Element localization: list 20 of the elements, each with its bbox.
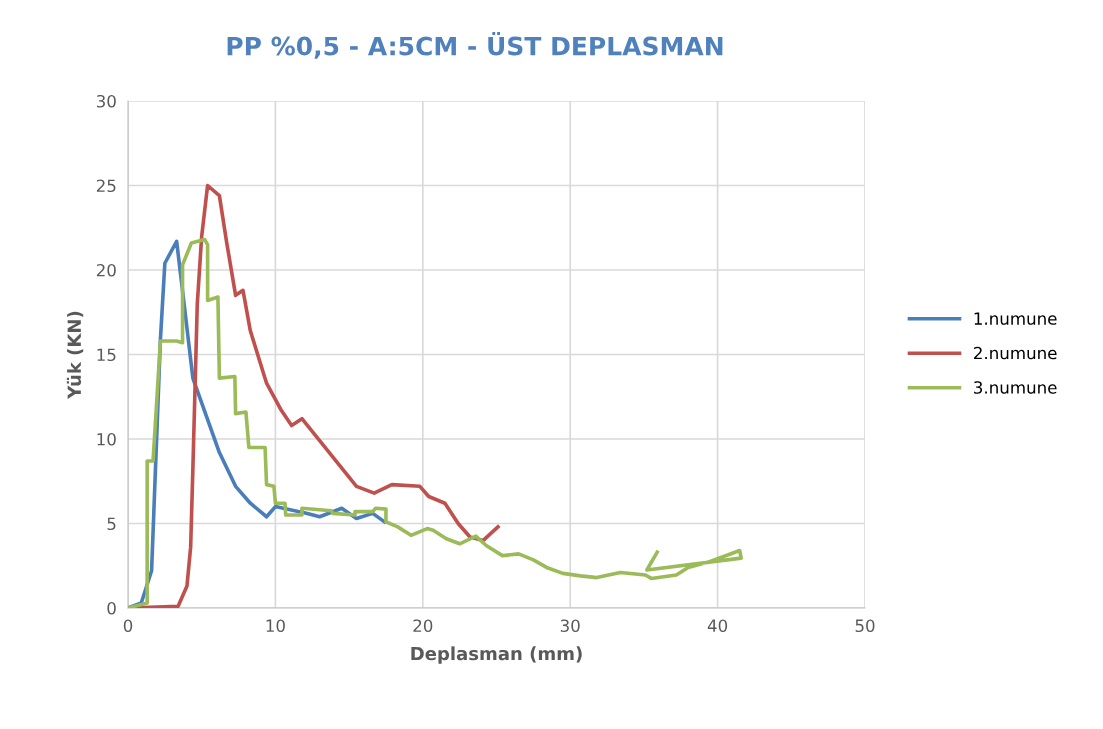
y-tick-label: 5 <box>107 517 116 531</box>
legend-label: 2.numune <box>974 346 1057 360</box>
x-tick-label: 30 <box>560 619 580 633</box>
y-axis-title: Yük (KN) <box>66 311 84 399</box>
line-series <box>128 237 743 608</box>
y-tick-label: 20 <box>96 263 116 277</box>
y-tick-label: 25 <box>96 179 116 193</box>
x-tick-label: 10 <box>266 619 285 633</box>
chart-title: PP %0,5 - A:5CM - ÜST DEPLASMAN <box>227 32 723 59</box>
x-axis-title: Deplasman (mm) <box>411 646 582 664</box>
x-tick-label: 20 <box>413 619 433 633</box>
y-tick-label: 30 <box>96 94 116 108</box>
y-tick-label: 10 <box>97 432 116 446</box>
legend-label: 1.numune <box>974 312 1057 325</box>
x-tick-label: 0 <box>123 619 133 633</box>
legend-label: 3.numune <box>974 381 1057 394</box>
y-tick-label: 0 <box>107 601 116 615</box>
x-tick-label: 50 <box>855 619 875 633</box>
x-tick-label: 40 <box>707 619 728 633</box>
y-tick-label: 15 <box>97 348 116 362</box>
